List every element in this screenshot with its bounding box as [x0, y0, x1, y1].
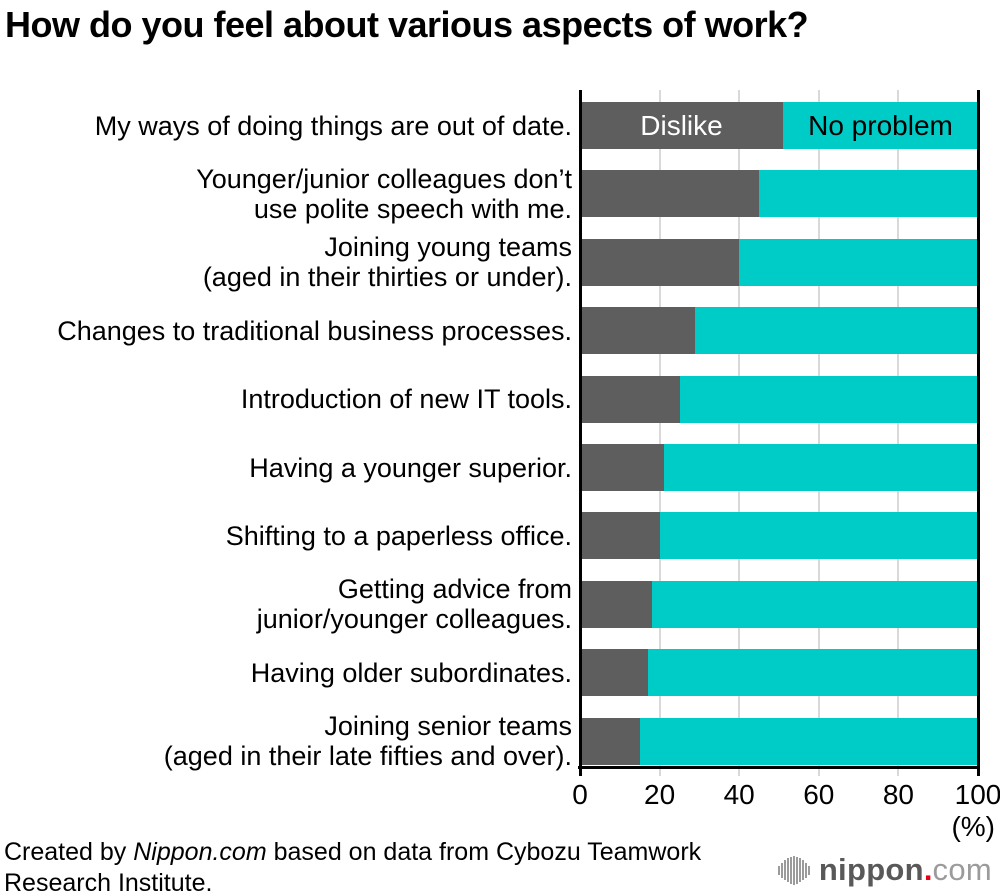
x-tick-label-20: 20 — [644, 779, 676, 810]
logo-wordmark: nippon — [818, 852, 924, 887]
bar-segment-dislike — [580, 444, 664, 491]
category-label: Having a younger superior. — [249, 452, 572, 483]
bar-segment-dislike — [580, 170, 760, 218]
credit-prefix: Created by — [4, 838, 134, 866]
x-tick-label-80: 80 — [882, 779, 914, 810]
gridline-60 — [817, 90, 820, 776]
gridline-40 — [738, 90, 741, 776]
category-label: Joining senior teams (aged in their late … — [163, 711, 572, 772]
credit-source: Nippon.com — [133, 838, 267, 866]
gridline-100 — [976, 90, 980, 776]
bar-row: Dislike No problem — [580, 102, 978, 149]
x-tick-label-60: 60 — [803, 779, 835, 810]
plot-area: Dislike No problem — [578, 90, 980, 776]
bar-segment-dislike — [580, 717, 640, 765]
bar-row — [580, 717, 978, 765]
x-tick-label-40: 40 — [723, 779, 755, 810]
category-label: Having older subordinates. — [250, 657, 572, 688]
bar-segment-dislike — [580, 375, 680, 423]
category-label: My ways of doing things are out of date. — [94, 110, 572, 141]
category-label: Getting advice from junior/younger collea… — [256, 574, 572, 635]
bar-row — [580, 512, 978, 560]
bar-segment-dislike — [580, 238, 740, 286]
bar-segment-dislike — [580, 649, 648, 697]
bar-segment-dislike — [580, 307, 696, 355]
bar-segment-no-problem — [659, 512, 978, 560]
bar-segment-no-problem — [639, 717, 978, 765]
nippon-logo: nippon . com — [777, 851, 992, 889]
bar-row — [580, 238, 978, 286]
bar-segment-no-problem — [739, 238, 978, 286]
category-label: Younger/junior colleagues don’t use polit… — [196, 163, 572, 224]
bar-segment-no-problem — [679, 375, 978, 423]
x-axis-line — [578, 766, 980, 769]
x-tick-label-0: 0 — [572, 779, 588, 810]
x-axis-ticks: 0 20 40 60 80 100 — [572, 779, 1000, 811]
bar-segment-no-problem — [695, 307, 978, 355]
credit-suffix: based on data from Cybozu Teamwork Resea… — [4, 838, 702, 896]
x-tick-label-100: 100 — [954, 779, 1000, 810]
legend-label-no-problem: No problem — [808, 109, 953, 141]
bar-segment-no-problem — [647, 649, 978, 697]
x-axis-unit: (%) — [951, 811, 995, 842]
gridline-20 — [658, 90, 661, 776]
logo-tld: com — [932, 852, 992, 887]
nippon-logo-icon — [777, 855, 811, 885]
bar-segment-no-problem: No problem — [782, 102, 978, 149]
category-label: Joining young teams (aged in their thirti… — [202, 232, 572, 293]
bar-row — [580, 375, 978, 423]
legend-label-dislike: Dislike — [640, 109, 723, 141]
bar-row — [580, 649, 978, 697]
bar-row — [580, 444, 978, 491]
bar-row — [580, 307, 978, 355]
bar-segment-no-problem — [759, 170, 978, 218]
bar-row — [580, 170, 978, 218]
chart-title: How do you feel about various aspects of… — [5, 4, 809, 45]
category-label: Introduction of new IT tools. — [240, 384, 572, 415]
category-label: Shifting to a paperless office. — [225, 520, 572, 551]
gridline-80 — [897, 90, 900, 776]
bar-segment-dislike — [580, 580, 652, 628]
gridline-0 — [578, 90, 582, 776]
bar-segment-no-problem — [651, 580, 978, 628]
bar-row — [580, 580, 978, 628]
logo-dot: . — [923, 852, 933, 887]
source-credit: Created by Nippon.com based on data from… — [4, 837, 724, 896]
bar-segment-dislike — [580, 512, 660, 560]
bar-segment-no-problem — [663, 444, 978, 491]
bar-segment-dislike: Dislike — [580, 102, 783, 149]
category-label: Changes to traditional business processe… — [57, 315, 572, 346]
